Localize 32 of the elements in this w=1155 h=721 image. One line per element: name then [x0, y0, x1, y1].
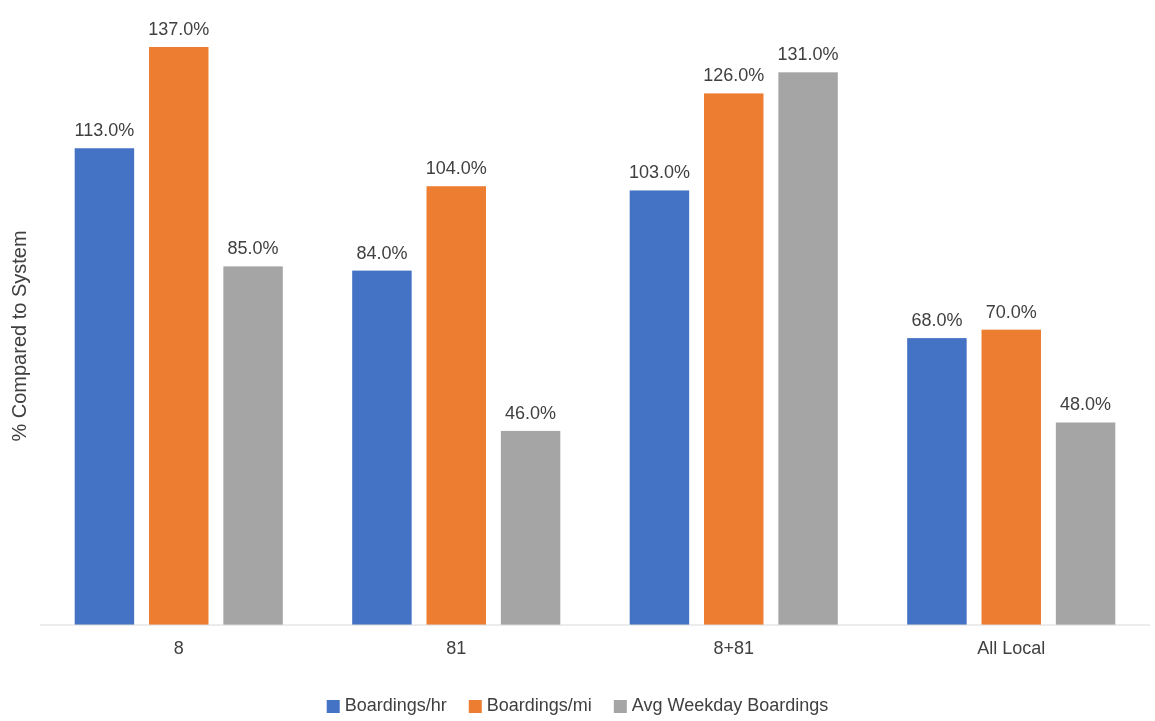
- legend-label: Boardings/mi: [486, 695, 592, 715]
- bar: [907, 338, 967, 625]
- bar: [149, 47, 209, 625]
- bar: [500, 430, 561, 625]
- x-tick-label: All Local: [977, 637, 1046, 658]
- data-label: 104.0%: [425, 158, 487, 179]
- data-label: 68.0%: [911, 310, 963, 331]
- bar: [1055, 422, 1116, 625]
- x-tick-label: 8+81: [713, 637, 755, 658]
- data-label: 48.0%: [1060, 394, 1112, 415]
- legend-label: Boardings/hr: [344, 695, 447, 715]
- bar: [704, 93, 764, 625]
- data-label: 70.0%: [985, 301, 1037, 322]
- bar: [74, 148, 135, 625]
- bar: [981, 329, 1041, 625]
- bar: [352, 270, 412, 625]
- bar: [223, 266, 283, 625]
- data-label: 84.0%: [356, 242, 408, 263]
- data-label: 103.0%: [628, 162, 690, 183]
- bar: [778, 72, 838, 625]
- bar: [629, 190, 690, 625]
- y-axis-title: % Compared to System: [8, 230, 30, 442]
- x-tick-label: 8: [173, 637, 184, 658]
- data-label: 137.0%: [148, 19, 210, 39]
- data-label: 131.0%: [777, 44, 839, 65]
- x-tick-label: 81: [446, 637, 467, 658]
- bar: [426, 186, 486, 625]
- data-label: 126.0%: [703, 65, 765, 86]
- data-label: 46.0%: [505, 402, 557, 423]
- data-label: 85.0%: [227, 238, 279, 259]
- legend-label: Avg Weekday Boardings: [631, 695, 829, 715]
- data-label: 113.0%: [74, 120, 135, 141]
